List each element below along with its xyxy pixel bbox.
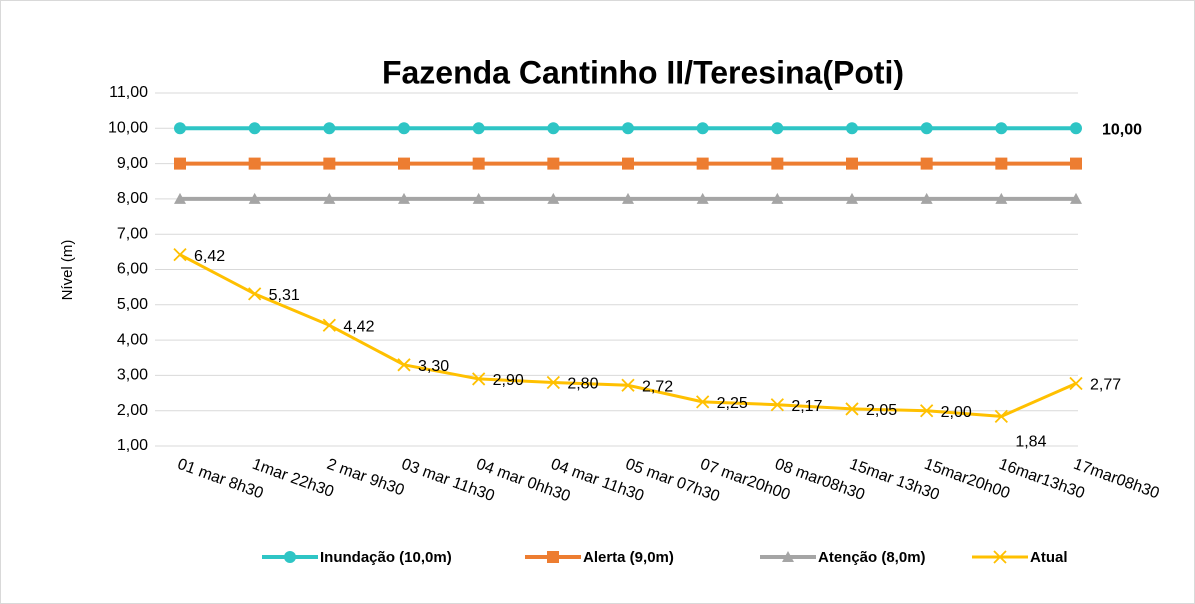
data-point (771, 122, 784, 135)
data-label: 2,00 (941, 404, 972, 421)
data-point (248, 157, 261, 170)
legend-marker (547, 551, 559, 563)
legend-marker (782, 551, 794, 562)
data-label: 6,42 (194, 248, 225, 265)
data-point (995, 157, 1008, 170)
y-tick-label: 5,00 (117, 296, 148, 313)
data-label: 4,42 (343, 318, 374, 335)
y-tick-label: 4,00 (117, 331, 148, 348)
data-label: 2,72 (642, 379, 673, 396)
data-point (622, 122, 634, 135)
data-point (622, 157, 634, 170)
y-axis-label: Nível (m) (59, 240, 76, 301)
data-point (696, 192, 709, 204)
chart-title: Fazenda Cantinho II/Teresina(Poti) (382, 54, 904, 90)
data-point (696, 157, 709, 170)
data-point (920, 157, 933, 170)
data-point (174, 122, 186, 135)
legend-label: Atual (1030, 549, 1068, 566)
data-point (771, 157, 784, 170)
data-point (1070, 192, 1082, 204)
y-tick-label: 2,00 (117, 402, 148, 419)
data-label: 2,05 (866, 402, 897, 419)
legend-label: Alerta (9,0m) (583, 549, 674, 566)
data-point (398, 122, 410, 135)
data-point (995, 192, 1008, 204)
legend-label: Inundação (10,0m) (320, 549, 452, 566)
data-point (770, 398, 784, 412)
data-point (771, 192, 784, 204)
data-point (322, 318, 336, 332)
data-point (323, 192, 336, 204)
data-point (995, 122, 1008, 135)
data-point (1070, 157, 1082, 170)
legend-label: Atenção (8,0m) (818, 549, 926, 566)
data-point (248, 192, 261, 204)
data-point (248, 122, 261, 135)
y-tick-label: 10,00 (108, 120, 148, 137)
data-point (696, 395, 710, 409)
data-point (1070, 122, 1082, 135)
data-point (472, 192, 485, 204)
data-label: 2,90 (493, 372, 524, 389)
data-point (846, 122, 858, 135)
data-point (1069, 376, 1083, 391)
y-tick-label: 8,00 (117, 190, 148, 207)
data-point (845, 402, 859, 416)
data-label: 2,77 (1090, 377, 1121, 394)
data-point (472, 372, 486, 386)
data-point (621, 378, 635, 392)
data-label: 1,84 (1015, 434, 1046, 451)
data-point (174, 192, 186, 204)
data-point (846, 192, 858, 204)
data-point (323, 122, 336, 135)
data-point (323, 157, 336, 170)
y-tick-label: 11,00 (109, 84, 148, 101)
data-point (173, 248, 187, 262)
y-tick-label: 1,00 (117, 437, 148, 454)
data-point (846, 157, 858, 170)
y-tick-label: 7,00 (117, 225, 148, 242)
data-point (994, 409, 1008, 423)
data-point (622, 192, 634, 204)
data-point (547, 157, 560, 170)
legend-marker (284, 551, 296, 563)
data-point (696, 122, 709, 135)
data-point (472, 122, 485, 135)
legend-marker (993, 550, 1007, 564)
data-label: 10,00 (1102, 122, 1142, 139)
y-tick-label: 6,00 (117, 261, 148, 278)
data-label: 2,25 (717, 395, 748, 412)
data-point (248, 287, 262, 301)
data-point (547, 192, 560, 204)
data-label: 2,17 (791, 398, 822, 415)
data-label: 3,30 (418, 358, 449, 375)
data-label: 2,80 (567, 376, 598, 393)
y-tick-label: 9,00 (117, 155, 148, 172)
data-point (546, 375, 560, 390)
data-label: 5,31 (269, 287, 300, 304)
data-point (398, 157, 410, 170)
data-point (472, 157, 485, 170)
data-point (920, 122, 933, 135)
y-tick-label: 3,00 (117, 367, 148, 384)
data-point (397, 358, 411, 372)
data-point (920, 192, 933, 204)
data-point (547, 122, 560, 135)
data-point (398, 192, 410, 204)
data-point (174, 157, 186, 170)
data-point (920, 404, 934, 418)
